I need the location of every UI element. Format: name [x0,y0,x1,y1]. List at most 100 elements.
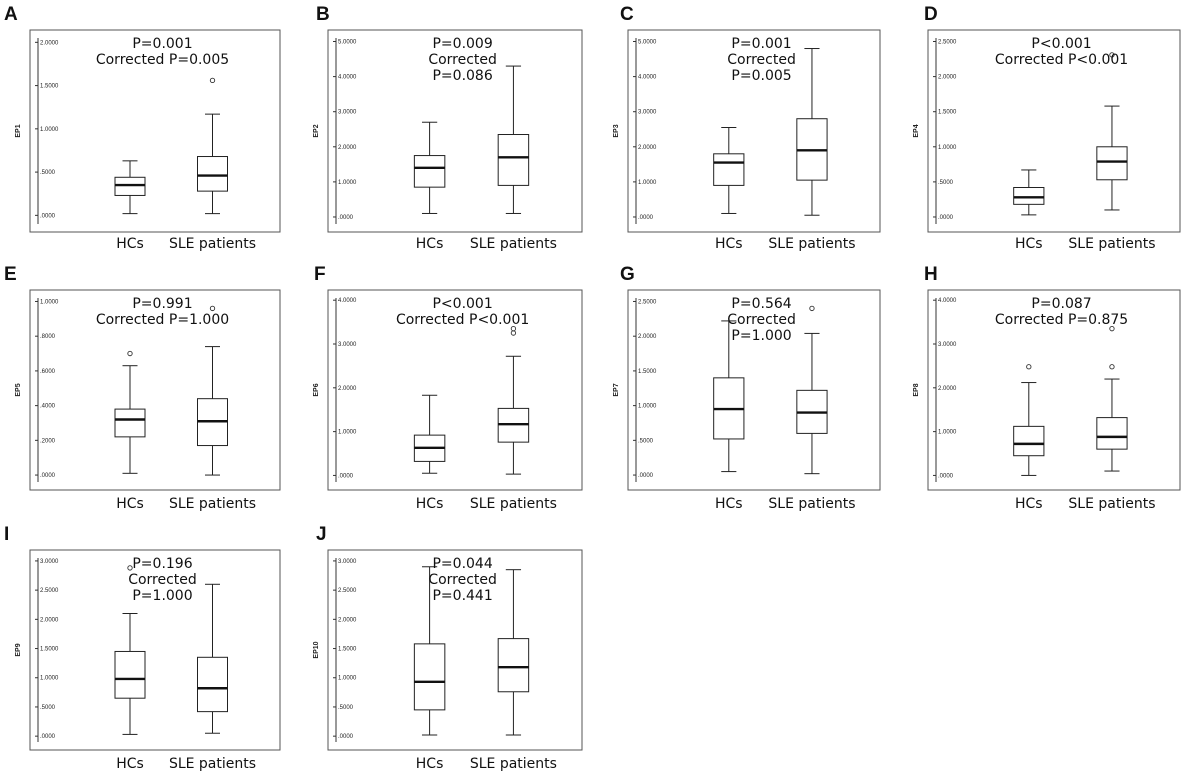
panel-c: C.00001.00002.00003.00004.00005.0000EP3P… [613,4,880,252]
y-tick-label: .5000 [938,180,954,186]
panel-b: B .0000 1.0000 2.0000 3.0000 4.0000 5.0000 EP2 P… [313,4,582,252]
p-value-annotation: Corrected P=0.005 [96,52,229,68]
panel-letter: C [620,4,634,25]
y-tick-label: 1.5000 [938,110,957,116]
y-tick-label: .5000 [40,705,56,711]
x-category-label: SLE patients [768,496,855,512]
y-tick-label: 1.5000 [638,369,657,375]
panel-letter: A [4,4,18,25]
outlier-point [511,331,515,335]
x-category-label: SLE patients [1068,496,1155,512]
panel-letter: I [4,524,9,545]
y-tick-label: .5000 [338,705,354,711]
y-tick-label: .5000 [40,170,56,176]
y-tick-label: 4.0000 [338,75,357,81]
y-tick-label: 1.0000 [938,430,957,436]
y-axis-label: EP6 [313,383,320,396]
p-value-annotation: P=0.086 [432,68,492,84]
y-tick-label: 1.0000 [40,299,59,305]
y-tick-label: .0000 [338,734,354,740]
y-tick-label: 1.5000 [40,647,59,653]
p-value-annotation: P=0.991 [132,296,192,312]
p-value-annotation: P=0.564 [731,296,791,312]
outlier-point [128,351,132,355]
x-category-label: HCs [116,236,144,252]
y-tick-label: .0000 [338,215,354,221]
y-tick-label: .0000 [638,215,654,221]
y-tick-label: 2.0000 [938,75,957,81]
y-tick-label: .0000 [938,473,954,479]
y-tick-label: 4.0000 [338,298,357,304]
y-axis-label: EP7 [613,383,620,396]
y-tick-label: 2.0000 [638,334,657,340]
y-tick-label: 1.0000 [40,127,59,133]
y-tick-label: .8000 [40,334,56,340]
p-value-annotation: Corrected P<0.001 [396,312,529,328]
iqr-box [414,156,444,188]
y-axis-label: EP5 [15,383,22,396]
y-tick-label: 5.0000 [638,40,657,46]
panel-j: J.0000.50001.00001.50002.00002.50003.000… [313,524,582,772]
y-tick-label: .0000 [638,473,654,479]
outlier-point [210,78,214,82]
y-tick-label: .0000 [40,473,56,479]
y-tick-label: .0000 [338,473,354,479]
p-value-annotation: Corrected [727,312,796,328]
p-value-annotation: P=0.196 [132,556,192,572]
y-tick-label: 3.0000 [338,110,357,116]
p-value-annotation: P=0.001 [132,36,192,52]
p-value-annotation: P=0.009 [432,36,492,52]
panel-e: E.0000.2000.4000.6000.80001.0000EP5P=0.9… [4,264,280,512]
x-category-label: HCs [715,496,743,512]
p-value-annotation: P=0.441 [432,588,492,604]
outlier-point [810,306,814,310]
iqr-box [1097,147,1127,180]
y-tick-label: .4000 [40,404,56,410]
y-tick-label: 1.0000 [638,180,657,186]
p-value-annotation: Corrected P<0.001 [995,52,1128,68]
panel-letter: B [316,4,330,25]
y-tick-label: 2.0000 [938,386,957,392]
y-tick-label: 3.0000 [40,559,59,565]
outlier-point [210,306,214,310]
panel-letter: H [924,264,938,285]
y-tick-label: 1.0000 [938,145,957,151]
y-tick-label: 2.0000 [40,617,59,623]
x-category-label: SLE patients [169,496,256,512]
y-tick-label: 5.0000 [338,40,357,46]
panel-h: H.00001.00002.00003.00004.0000EP8P=0.087… [913,264,1180,512]
iqr-box [1014,188,1044,205]
p-value-annotation: Corrected P=0.875 [995,312,1128,328]
outlier-point [1110,365,1114,369]
x-category-label: SLE patients [470,756,557,772]
panel-letter: D [924,4,938,25]
x-category-label: SLE patients [470,236,557,252]
y-tick-label: 3.0000 [338,342,357,348]
x-category-label: HCs [116,756,144,772]
panel-letter: G [620,264,635,285]
iqr-box [498,135,528,186]
y-tick-label: 1.0000 [338,430,357,436]
y-tick-label: 3.0000 [938,342,957,348]
outlier-point [1027,365,1031,369]
p-value-annotation: P=1.000 [132,588,192,604]
box-plot-figure: A.0000.50001.00001.50002.0000EP1P=0.001C… [0,0,1192,772]
panel-a: A.0000.50001.00001.50002.0000EP1P=0.001C… [4,4,280,252]
x-category-label: SLE patients [169,756,256,772]
iqr-box [198,157,228,192]
panel-letter: J [316,524,327,545]
y-tick-label: 2.0000 [638,145,657,151]
y-axis-label: EP10 [313,641,320,658]
x-category-label: SLE patients [768,236,855,252]
y-tick-label: 4.0000 [638,75,657,81]
p-value-annotation: Corrected [428,52,497,68]
y-tick-label: 2.5000 [638,299,657,305]
y-axis-label: EP2 [313,124,320,137]
p-value-annotation: Corrected [128,572,197,588]
y-tick-label: 3.0000 [638,110,657,116]
y-tick-label: .0000 [938,215,954,221]
y-tick-label: 2.0000 [338,617,357,623]
y-tick-label: 1.0000 [638,404,657,410]
y-axis-label: EP4 [913,124,920,137]
y-axis-label: EP3 [613,124,620,137]
